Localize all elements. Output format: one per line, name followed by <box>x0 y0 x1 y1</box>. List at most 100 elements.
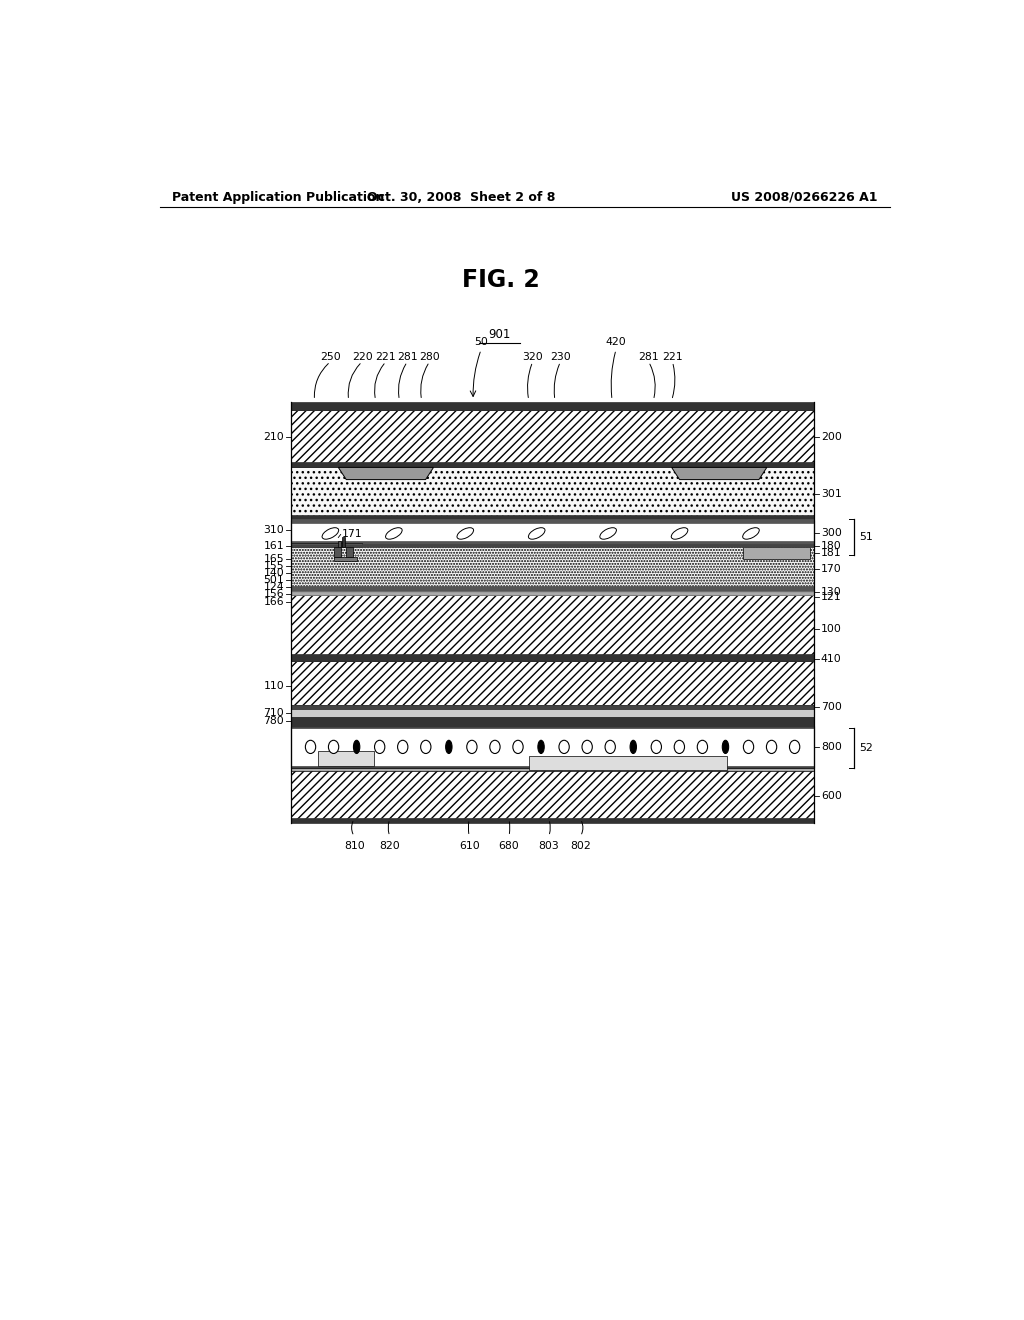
Bar <box>291 766 814 768</box>
Ellipse shape <box>305 741 315 754</box>
Ellipse shape <box>375 741 385 754</box>
Ellipse shape <box>697 741 708 754</box>
Bar <box>291 544 814 546</box>
Text: 200: 200 <box>821 432 842 442</box>
Bar <box>291 768 814 771</box>
Text: 901: 901 <box>488 329 511 342</box>
Text: 181: 181 <box>821 548 842 558</box>
Bar <box>291 541 814 545</box>
Text: 310: 310 <box>263 525 285 536</box>
Ellipse shape <box>672 528 688 539</box>
Text: 140: 140 <box>263 568 285 578</box>
Bar <box>291 411 814 463</box>
Ellipse shape <box>722 741 729 754</box>
Ellipse shape <box>513 741 523 754</box>
Text: 410: 410 <box>821 655 842 664</box>
Text: 50: 50 <box>474 338 488 347</box>
Bar <box>291 586 814 591</box>
Polygon shape <box>672 467 767 479</box>
Polygon shape <box>338 467 433 479</box>
Text: 130: 130 <box>821 587 842 598</box>
Text: 52: 52 <box>859 743 872 752</box>
Bar <box>528 756 727 771</box>
Text: 221: 221 <box>663 351 683 362</box>
Text: 810: 810 <box>344 841 365 851</box>
Ellipse shape <box>397 741 408 754</box>
Text: 710: 710 <box>263 709 285 718</box>
Text: 680: 680 <box>499 841 519 851</box>
Text: 170: 170 <box>821 564 842 574</box>
Text: 100: 100 <box>821 624 842 634</box>
Text: 281: 281 <box>397 351 418 362</box>
Ellipse shape <box>674 741 684 754</box>
Ellipse shape <box>559 741 569 754</box>
Text: 210: 210 <box>263 432 285 442</box>
Bar <box>291 771 814 818</box>
Text: 610: 610 <box>459 841 479 851</box>
Text: 221: 221 <box>376 351 396 362</box>
Text: 110: 110 <box>263 681 285 690</box>
Bar <box>291 726 814 768</box>
Bar <box>334 546 341 557</box>
Text: 300: 300 <box>821 528 842 539</box>
Ellipse shape <box>582 741 592 754</box>
Bar <box>346 546 353 557</box>
Text: 166: 166 <box>264 597 285 607</box>
Bar <box>291 818 814 824</box>
Bar <box>291 520 814 545</box>
Ellipse shape <box>323 528 339 539</box>
Ellipse shape <box>528 528 545 539</box>
Text: 220: 220 <box>351 351 373 362</box>
Ellipse shape <box>445 741 452 754</box>
Text: 121: 121 <box>821 593 842 602</box>
Text: 700: 700 <box>821 702 842 713</box>
Text: 800: 800 <box>821 742 842 752</box>
Text: 155: 155 <box>264 561 285 572</box>
Bar <box>291 660 814 705</box>
Ellipse shape <box>386 528 402 539</box>
Ellipse shape <box>467 741 477 754</box>
Text: 501: 501 <box>263 576 285 585</box>
Text: 281: 281 <box>638 351 658 362</box>
Ellipse shape <box>743 741 754 754</box>
Text: 600: 600 <box>821 791 842 801</box>
Bar <box>338 541 341 546</box>
Bar <box>291 467 814 516</box>
Text: US 2008/0266226 A1: US 2008/0266226 A1 <box>731 190 878 203</box>
Text: 161: 161 <box>264 541 285 550</box>
Bar <box>291 543 362 546</box>
Text: Patent Application Publication: Patent Application Publication <box>172 190 384 203</box>
Bar <box>291 726 814 727</box>
Text: 124: 124 <box>264 582 285 593</box>
Text: 171: 171 <box>342 529 362 540</box>
Text: 820: 820 <box>380 841 400 851</box>
Bar <box>291 705 814 709</box>
Bar <box>291 515 814 520</box>
Bar <box>291 519 814 523</box>
Text: 420: 420 <box>605 338 627 347</box>
Text: 803: 803 <box>539 841 559 851</box>
Bar <box>291 403 814 411</box>
Text: 230: 230 <box>550 351 571 362</box>
Text: 780: 780 <box>263 717 285 726</box>
Ellipse shape <box>651 741 662 754</box>
Ellipse shape <box>600 528 616 539</box>
Bar <box>334 557 356 561</box>
Ellipse shape <box>353 741 359 754</box>
Text: 320: 320 <box>522 351 543 362</box>
Ellipse shape <box>630 741 637 754</box>
Bar <box>291 462 814 467</box>
Bar <box>291 718 814 726</box>
Ellipse shape <box>605 741 615 754</box>
Text: FIG. 2: FIG. 2 <box>462 268 540 292</box>
Bar <box>743 546 811 558</box>
Text: 180: 180 <box>821 541 842 550</box>
Text: 280: 280 <box>419 351 440 362</box>
Bar <box>291 595 814 656</box>
Text: 250: 250 <box>319 351 341 362</box>
Bar <box>342 536 345 546</box>
Bar <box>318 751 374 766</box>
Ellipse shape <box>790 741 800 754</box>
Text: 301: 301 <box>821 488 842 499</box>
Text: 165: 165 <box>264 554 285 564</box>
